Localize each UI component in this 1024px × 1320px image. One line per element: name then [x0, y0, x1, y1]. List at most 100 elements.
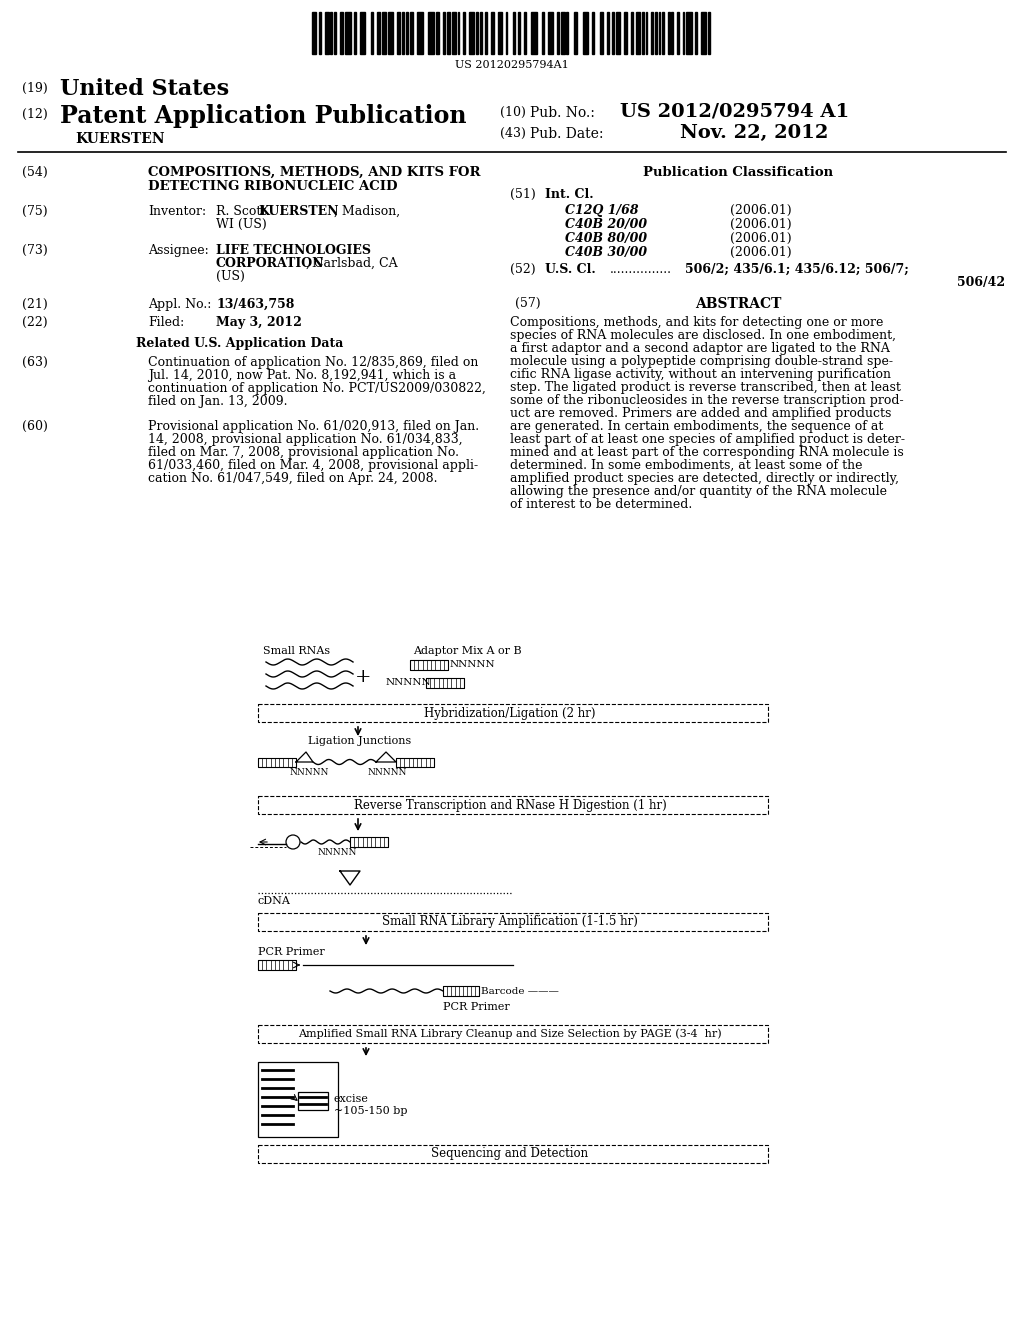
- Bar: [624, 12, 628, 54]
- Text: 13/463,758: 13/463,758: [216, 298, 294, 312]
- Text: Small RNA Library Amplification (1-1.5 hr): Small RNA Library Amplification (1-1.5 h…: [382, 916, 638, 928]
- Bar: [463, 12, 465, 54]
- Bar: [518, 12, 520, 54]
- Bar: [371, 12, 373, 54]
- Bar: [490, 12, 495, 54]
- Text: (60): (60): [22, 420, 48, 433]
- Text: (12): (12): [22, 108, 48, 121]
- Bar: [655, 12, 656, 54]
- Bar: [557, 12, 559, 54]
- Text: +: +: [354, 668, 372, 686]
- Bar: [387, 12, 393, 54]
- Text: NNNNN: NNNNN: [450, 660, 496, 669]
- Text: NNNNN: NNNNN: [386, 678, 432, 686]
- Bar: [573, 12, 578, 54]
- Bar: [426, 678, 464, 688]
- Bar: [345, 12, 350, 54]
- Text: (2006.01): (2006.01): [730, 205, 792, 216]
- Bar: [402, 12, 404, 54]
- Bar: [325, 12, 329, 54]
- Text: (75): (75): [22, 205, 48, 218]
- Text: (10): (10): [500, 106, 526, 119]
- Bar: [340, 12, 343, 54]
- Text: (63): (63): [22, 356, 48, 370]
- Bar: [498, 12, 502, 54]
- Text: , Carlsbad, CA: , Carlsbad, CA: [306, 257, 397, 271]
- Bar: [543, 12, 545, 54]
- Text: 14, 2008, provisional application No. 61/034,833,: 14, 2008, provisional application No. 61…: [148, 433, 463, 446]
- Bar: [476, 12, 478, 54]
- Bar: [651, 12, 653, 54]
- Text: amplified product species are detected, directly or indirectly,: amplified product species are detected, …: [510, 473, 899, 484]
- Bar: [607, 12, 609, 54]
- Text: PCR Primer: PCR Primer: [258, 946, 325, 957]
- Text: United States: United States: [60, 78, 229, 100]
- Text: mined and at least part of the corresponding RNA molecule is: mined and at least part of the correspon…: [510, 446, 904, 459]
- Text: (54): (54): [22, 166, 48, 180]
- Text: continuation of application No. PCT/US2009/030822,: continuation of application No. PCT/US20…: [148, 381, 485, 395]
- Text: step. The ligated product is reverse transcribed, then at least: step. The ligated product is reverse tra…: [510, 381, 901, 393]
- Text: cific RNA ligase activity, without an intervening purification: cific RNA ligase activity, without an in…: [510, 368, 891, 381]
- Text: (2006.01): (2006.01): [730, 246, 792, 259]
- Text: ................: ................: [610, 263, 672, 276]
- Bar: [334, 12, 336, 54]
- Bar: [548, 12, 554, 54]
- Text: Ligation Junctions: Ligation Junctions: [308, 737, 412, 746]
- Text: ~105-150 bp: ~105-150 bp: [334, 1106, 408, 1115]
- Text: least part of at least one species of amplified product is deter-: least part of at least one species of am…: [510, 433, 905, 446]
- Bar: [359, 12, 366, 54]
- Text: cDNA: cDNA: [258, 896, 291, 906]
- Bar: [683, 12, 684, 54]
- Bar: [701, 12, 707, 54]
- Text: species of RNA molecules are disclosed. In one embodiment,: species of RNA molecules are disclosed. …: [510, 329, 896, 342]
- Bar: [668, 12, 670, 54]
- Text: cation No. 61/047,549, filed on Apr. 24, 2008.: cation No. 61/047,549, filed on Apr. 24,…: [148, 473, 437, 484]
- Text: ABSTRACT: ABSTRACT: [695, 297, 781, 312]
- Text: KUERSTEN: KUERSTEN: [75, 132, 165, 147]
- Bar: [695, 12, 697, 54]
- Bar: [443, 986, 479, 997]
- Text: COMPOSITIONS, METHODS, AND KITS FOR: COMPOSITIONS, METHODS, AND KITS FOR: [148, 166, 480, 180]
- Bar: [396, 12, 400, 54]
- Text: Related U.S. Application Data: Related U.S. Application Data: [136, 337, 344, 350]
- Bar: [479, 12, 481, 54]
- Text: (57): (57): [515, 297, 541, 310]
- Text: allowing the presence and/or quantity of the RNA molecule: allowing the presence and/or quantity of…: [510, 484, 887, 498]
- Bar: [592, 12, 594, 54]
- Text: Appl. No.:: Appl. No.:: [148, 298, 211, 312]
- Text: DETECTING RIBONUCLEIC ACID: DETECTING RIBONUCLEIC ACID: [148, 180, 397, 193]
- Text: Pub. Date:: Pub. Date:: [530, 127, 603, 141]
- Text: May 3, 2012: May 3, 2012: [216, 315, 302, 329]
- Text: 506/2; 435/6.1; 435/6.12; 506/7;: 506/2; 435/6.1; 435/6.12; 506/7;: [685, 263, 909, 276]
- Text: Provisional application No. 61/020,913, filed on Jan.: Provisional application No. 61/020,913, …: [148, 420, 479, 433]
- Bar: [524, 12, 526, 54]
- Text: Pub. No.:: Pub. No.:: [530, 106, 595, 120]
- Bar: [612, 12, 614, 54]
- Text: C40B 30/00: C40B 30/00: [565, 246, 647, 259]
- Text: a first adaptor and a second adaptor are ligated to the RNA: a first adaptor and a second adaptor are…: [510, 342, 890, 355]
- Bar: [642, 12, 644, 54]
- Bar: [658, 12, 660, 54]
- Text: (US): (US): [216, 271, 245, 282]
- Text: Jul. 14, 2010, now Pat. No. 8,192,941, which is a: Jul. 14, 2010, now Pat. No. 8,192,941, w…: [148, 370, 456, 381]
- Text: C12Q 1/68: C12Q 1/68: [565, 205, 639, 216]
- Text: (22): (22): [22, 315, 48, 329]
- Bar: [646, 12, 647, 54]
- Text: , Madison,: , Madison,: [334, 205, 400, 218]
- Text: (21): (21): [22, 298, 48, 312]
- Bar: [583, 12, 589, 54]
- Bar: [616, 12, 620, 54]
- Text: R. Scott: R. Scott: [216, 205, 270, 218]
- Bar: [350, 837, 388, 847]
- Text: Inventor:: Inventor:: [148, 205, 206, 218]
- Text: C40B 20/00: C40B 20/00: [565, 218, 647, 231]
- Bar: [506, 12, 507, 54]
- Text: NNNNN: NNNNN: [318, 847, 357, 857]
- Bar: [410, 12, 414, 54]
- Text: Patent Application Publication: Patent Application Publication: [60, 104, 467, 128]
- Bar: [258, 704, 768, 722]
- Text: are generated. In certain embodiments, the sequence of at: are generated. In certain embodiments, t…: [510, 420, 884, 433]
- Text: (2006.01): (2006.01): [730, 232, 792, 246]
- Bar: [485, 12, 487, 54]
- Bar: [396, 758, 434, 767]
